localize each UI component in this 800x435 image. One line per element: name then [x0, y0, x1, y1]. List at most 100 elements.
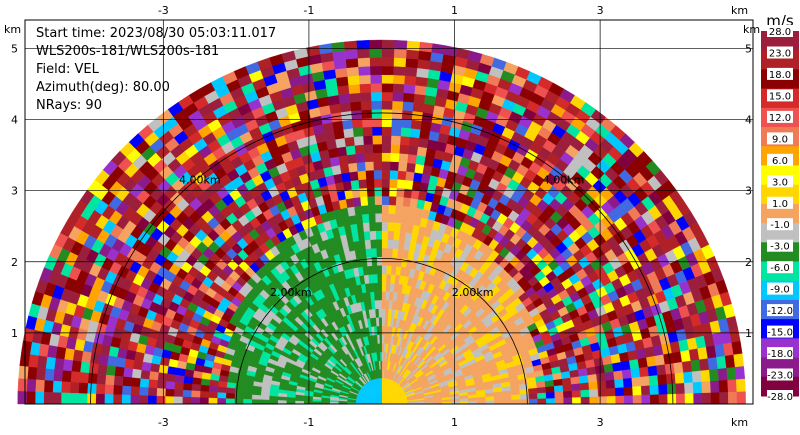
range-gate [545, 391, 556, 399]
range-gate [407, 145, 419, 156]
range-gate [731, 340, 743, 355]
range-gate [386, 265, 392, 275]
range-gate [613, 369, 624, 380]
range-gate [370, 100, 382, 110]
range-gate [333, 129, 345, 140]
range-gate [190, 397, 201, 405]
range-gate [370, 91, 382, 102]
range-gate [369, 65, 382, 76]
range-gate [733, 353, 744, 368]
range-gate [675, 382, 686, 394]
range-gate [735, 378, 746, 392]
range-gate [69, 392, 79, 405]
range-gate [387, 221, 395, 232]
range-gate [365, 178, 375, 189]
range-gate [623, 394, 634, 405]
range-gate [371, 126, 382, 136]
range-gate [372, 273, 378, 284]
range-gate [414, 76, 428, 87]
range-gate [365, 169, 375, 180]
range-gate [356, 48, 370, 59]
range-gate [62, 359, 74, 372]
range-gate [166, 366, 178, 376]
range-gate [381, 109, 393, 119]
range-gate [28, 354, 39, 369]
range-gate [385, 273, 392, 284]
range-gate [415, 154, 426, 166]
range-gate [409, 197, 419, 208]
range-gate [417, 137, 429, 149]
range-gate [502, 394, 512, 401]
range-gate [367, 204, 376, 215]
range-gate [381, 213, 389, 223]
range-gate [430, 43, 446, 55]
range-gate [346, 153, 357, 164]
range-gate [376, 265, 382, 275]
range-gate [251, 390, 262, 396]
range-gate [571, 382, 581, 391]
range-gate [130, 377, 141, 388]
range-gate [397, 161, 408, 172]
range-gate [386, 239, 394, 249]
range-gate [545, 385, 555, 393]
range-ring-label: 4.00km [543, 174, 585, 187]
range-gate [693, 392, 703, 405]
range-gate [45, 356, 56, 370]
range-gate [346, 66, 359, 77]
range-gate [332, 50, 346, 61]
range-gate [96, 373, 107, 385]
range-gate [632, 394, 642, 405]
range-gate [182, 396, 192, 405]
range-ring-label: 2.00km [452, 286, 494, 299]
range-gate [114, 366, 125, 378]
instrument-label: WLS200s-181/WLS200s-181 [36, 44, 220, 59]
range-gate [390, 143, 401, 154]
range-gate [112, 394, 123, 405]
range-gate [389, 274, 396, 284]
range-gate [392, 91, 404, 102]
range-gate [121, 394, 131, 405]
range-gate [502, 399, 512, 405]
range-gate [368, 221, 376, 232]
range-gate [174, 374, 185, 384]
range-gate [242, 398, 253, 405]
range-gate [403, 83, 416, 94]
range-gate [398, 153, 409, 163]
range-gate [606, 387, 616, 397]
range-gate [381, 273, 387, 283]
range-gate [334, 137, 346, 149]
range-gate [348, 171, 359, 182]
range-gate [251, 399, 261, 405]
range-gate [389, 161, 399, 171]
range-gate [318, 43, 333, 55]
range-gate [362, 222, 370, 232]
range-gate [370, 247, 377, 258]
range-gate [519, 393, 530, 400]
range-gate [132, 360, 143, 371]
range-gate [411, 180, 422, 191]
range-gate [381, 282, 387, 292]
range-gate [692, 381, 703, 394]
range-gate [415, 67, 430, 79]
range-gate [724, 354, 736, 369]
range-gate [400, 118, 412, 129]
range-gate [710, 391, 720, 405]
range-gate [658, 383, 668, 395]
range-gate [356, 161, 366, 172]
x-tick-label-top: -1 [303, 4, 314, 17]
range-gate [138, 386, 149, 397]
range-gate [336, 84, 350, 96]
y-tick-label-right: 3 [745, 185, 752, 198]
range-gate [106, 355, 118, 367]
range-gate [147, 395, 157, 405]
range-gate [674, 372, 685, 384]
range-gate [208, 397, 218, 405]
range-gate [563, 390, 573, 398]
range-gate [52, 369, 64, 382]
range-gate [381, 83, 394, 93]
range-gate [173, 382, 184, 391]
range-gate [175, 367, 186, 377]
range-gate [381, 334, 385, 344]
range-gate [384, 317, 389, 327]
